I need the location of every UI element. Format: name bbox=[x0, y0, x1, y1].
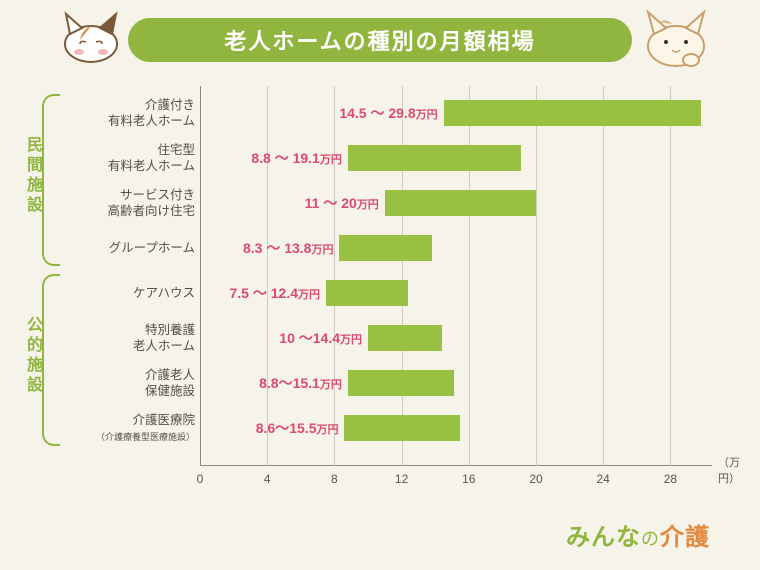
x-tick-label: 28 bbox=[664, 472, 677, 486]
row-label: 特別養護老人ホーム bbox=[55, 321, 195, 354]
range-bar bbox=[385, 190, 536, 216]
chart-area: 民間施設公的施設 0481216202428（万円） 介護付き有料老人ホーム14… bbox=[0, 86, 760, 506]
page-title: 老人ホームの種別の月額相場 bbox=[224, 24, 535, 56]
row-label: 介護老人保健施設 bbox=[55, 366, 195, 399]
x-axis bbox=[200, 465, 712, 466]
value-label: 7.5 ～ 12.4万円 bbox=[230, 283, 321, 303]
x-tick-label: 20 bbox=[529, 472, 542, 486]
value-label: 11 ～ 20万円 bbox=[305, 193, 379, 213]
value-label: 10 ～14.4万円 bbox=[279, 328, 362, 348]
range-bar bbox=[368, 325, 442, 351]
cat-left-icon bbox=[56, 6, 126, 64]
row-label: ケアハウス bbox=[55, 284, 195, 300]
header: 老人ホームの種別の月額相場 bbox=[0, 0, 760, 80]
value-label: 8.8～15.1万円 bbox=[259, 373, 342, 393]
x-tick-label: 8 bbox=[331, 472, 338, 486]
range-bar bbox=[348, 370, 454, 396]
footer-logo: みんなの介護 bbox=[566, 517, 710, 552]
chart-row: グループホーム 8.3 ～ 13.8万円 bbox=[0, 225, 760, 270]
x-tick-label: 12 bbox=[395, 472, 408, 486]
value-label: 8.6～15.5万円 bbox=[256, 418, 339, 438]
chart-row: 住宅型有料老人ホーム 8.8 ～ 19.1万円 bbox=[0, 135, 760, 180]
footer-part2: の bbox=[641, 529, 660, 549]
row-label: サービス付き高齢者向け住宅 bbox=[55, 186, 195, 219]
range-bar bbox=[348, 145, 521, 171]
row-label: 住宅型有料老人ホーム bbox=[55, 141, 195, 174]
range-bar bbox=[326, 280, 408, 306]
x-axis-unit: （万円） bbox=[718, 454, 740, 486]
chart-row: ケアハウス 7.5 ～ 12.4万円 bbox=[0, 270, 760, 315]
row-label: グループホーム bbox=[55, 239, 195, 255]
range-bar bbox=[344, 415, 460, 441]
title-pill: 老人ホームの種別の月額相場 bbox=[128, 18, 632, 62]
chart-row: 特別養護老人ホーム 10 ～14.4万円 bbox=[0, 315, 760, 360]
row-label: 介護付き有料老人ホーム bbox=[55, 96, 195, 129]
x-tick-label: 16 bbox=[462, 472, 475, 486]
chart-row: 介護付き有料老人ホーム 14.5 ～ 29.8万円 bbox=[0, 90, 760, 135]
x-tick-label: 4 bbox=[264, 472, 271, 486]
footer-part1: みんな bbox=[566, 524, 641, 551]
row-label: 介護医療院（介護療養型医療施設） bbox=[55, 411, 195, 444]
value-label: 8.8 ～ 19.1万円 bbox=[251, 148, 342, 168]
footer-part3: 介護 bbox=[660, 524, 710, 551]
range-bar bbox=[339, 235, 431, 261]
range-bar bbox=[444, 100, 701, 126]
cat-right-icon bbox=[636, 4, 716, 68]
x-tick-label: 0 bbox=[197, 472, 204, 486]
value-label: 8.3 ～ 13.8万円 bbox=[243, 238, 334, 258]
chart-row: 介護医療院（介護療養型医療施設） 8.6～15.5万円 bbox=[0, 405, 760, 450]
x-tick-label: 24 bbox=[597, 472, 610, 486]
chart-row: 介護老人保健施設 8.8～15.1万円 bbox=[0, 360, 760, 405]
chart-row: サービス付き高齢者向け住宅 11 ～ 20万円 bbox=[0, 180, 760, 225]
value-label: 14.5 ～ 29.8万円 bbox=[339, 103, 437, 123]
